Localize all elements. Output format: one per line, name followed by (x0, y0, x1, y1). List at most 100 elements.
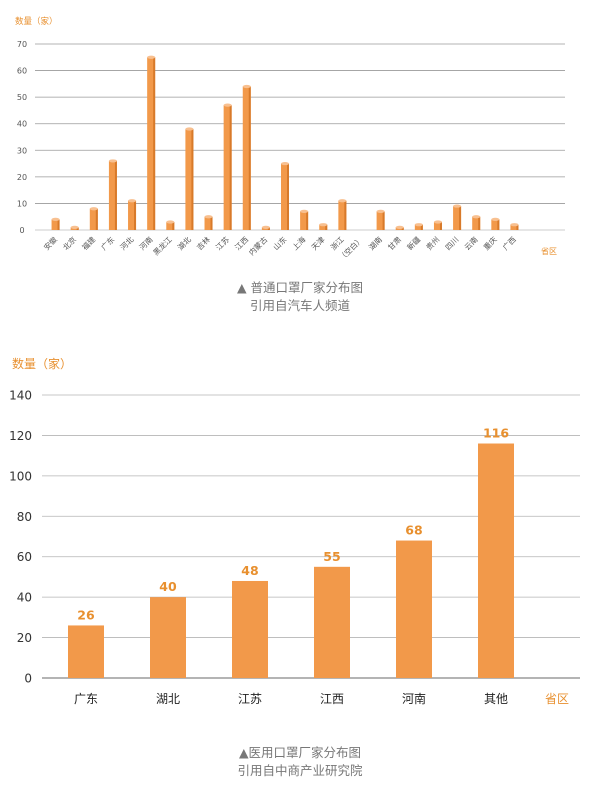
bar-side (439, 222, 442, 230)
bar-side (210, 216, 213, 230)
x-tick-label: 新疆 (405, 234, 423, 252)
bar (510, 224, 519, 230)
bar (453, 206, 462, 230)
bar (242, 86, 251, 230)
bar-cap (338, 199, 347, 203)
y-tick-label: 60 (17, 67, 27, 76)
x-tick-label: 湖南 (366, 234, 384, 252)
bar-side (344, 200, 347, 230)
bar-side (114, 160, 117, 230)
bar-side (134, 200, 137, 230)
y-tick-label: 10 (17, 199, 27, 208)
bar (68, 625, 104, 678)
bar-cap (433, 220, 442, 224)
bar (338, 200, 347, 230)
bar-cap (453, 204, 462, 208)
x-tick-label: 广东 (74, 692, 98, 706)
bar-cap (319, 223, 328, 227)
bar-cap (185, 127, 194, 131)
bar-side (153, 57, 156, 231)
bar (204, 216, 213, 230)
x-tick-label: 吉林 (194, 234, 212, 252)
bar (376, 211, 385, 230)
bar-cap (128, 199, 137, 203)
bar (478, 443, 514, 678)
x-tick-label: 贵州 (424, 234, 442, 252)
x-tick-label: 黑龙江 (151, 234, 174, 257)
bar-side (420, 224, 423, 230)
bar-cap (281, 161, 289, 166)
x-axis-title: 省区 (545, 692, 569, 706)
bar (128, 200, 137, 230)
caption-1-source: 引用自汽车人频道 (249, 298, 350, 313)
caption-chart-2: ▲医用口罩厂家分布图 引用自中商产业研究院 (0, 744, 600, 780)
y-tick-label: 20 (17, 631, 32, 645)
y-tick-label: 140 (9, 389, 32, 403)
bar-side (401, 227, 404, 230)
bar-side (306, 211, 309, 230)
bar-side (76, 227, 79, 230)
bar-cap (300, 209, 309, 213)
bar (223, 105, 232, 230)
bar-cap (242, 84, 251, 89)
x-tick-label: 广西 (500, 234, 518, 252)
bar-cap (261, 225, 270, 229)
data-label: 55 (323, 549, 340, 564)
x-tick-label: 上海 (290, 234, 308, 252)
bar (491, 219, 500, 230)
x-tick-label: 湖北 (176, 235, 193, 252)
x-tick-label: 其他 (484, 692, 508, 706)
y-tick-label: 30 (17, 146, 27, 155)
bar-cap (414, 223, 423, 227)
bar (150, 597, 186, 678)
x-tick-label: 北京 (60, 234, 78, 252)
bar-cap (147, 55, 156, 59)
bar (108, 160, 117, 230)
caption-1-title: ▲ 普通口罩厂家分布图 (236, 280, 364, 295)
y-axis-title: 数量（家） (15, 16, 58, 27)
x-tick-label: 四川 (444, 235, 461, 252)
y-tick-label: 80 (17, 510, 32, 524)
bar (232, 580, 268, 678)
x-tick-label: 河北 (118, 235, 135, 252)
y-tick-label: 70 (17, 40, 27, 49)
bar-side (267, 227, 270, 230)
bar-side (248, 86, 251, 230)
bar (300, 211, 309, 230)
bar-cap (510, 223, 519, 227)
caption-2-title: ▲医用口罩厂家分布图 (238, 745, 362, 760)
x-tick-label: 河南 (402, 691, 426, 706)
bar (433, 222, 442, 230)
y-tick-label: 0 (24, 672, 32, 686)
bar-cap (89, 207, 98, 211)
bar-cap (51, 217, 60, 221)
bar-side (287, 163, 289, 230)
x-tick-label: 江西 (320, 692, 344, 706)
bar-side (57, 219, 60, 230)
bar (147, 57, 156, 231)
bar-side (459, 206, 462, 230)
bar (51, 219, 60, 230)
bar-side (382, 211, 385, 230)
caption-2-source: 引用自中商产业研究院 (237, 763, 363, 778)
bar-cap (376, 209, 385, 213)
bar-side (191, 129, 194, 230)
bar (89, 208, 98, 230)
bar-cap (395, 225, 404, 229)
bar (319, 224, 328, 230)
y-tick-label: 100 (9, 469, 32, 483)
y-tick-label: 40 (17, 120, 27, 129)
bar-cap (204, 215, 213, 219)
y-tick-label: 50 (17, 93, 27, 102)
x-tick-label: 内蒙古 (246, 234, 269, 257)
bar (185, 129, 194, 230)
y-tick-label: 20 (17, 173, 27, 182)
chart-ordinary-mask-factories: 数量（家）010203040506070安徽 北京 福建 广东 河北 河南黑龙江 湖北 吉林江… (15, 16, 565, 263)
bar-cap (223, 103, 232, 107)
bar (281, 163, 289, 230)
data-label: 40 (159, 579, 177, 594)
bar-cap (166, 220, 175, 224)
x-tick-label: 天津 (310, 235, 327, 252)
x-tick-label: 云南 (462, 234, 480, 252)
bar-cap (491, 217, 500, 221)
